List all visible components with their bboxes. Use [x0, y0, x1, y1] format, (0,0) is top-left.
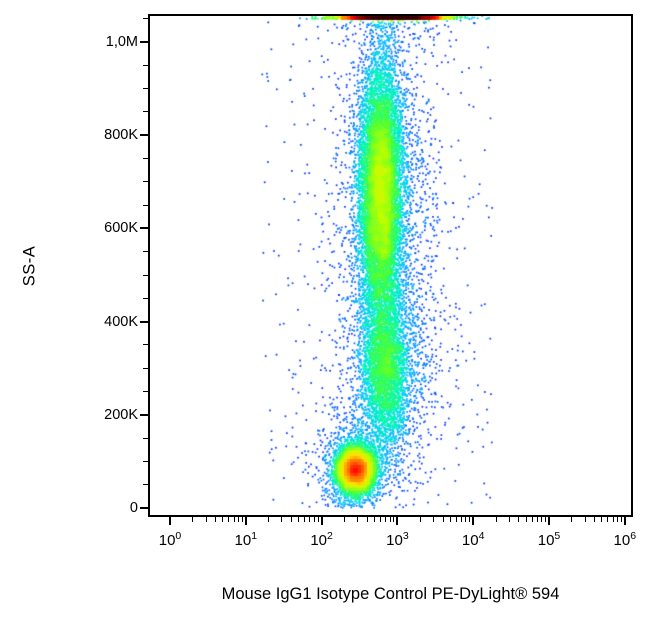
x-minor-tick [460, 517, 462, 522]
x-tick-label: 103 [386, 530, 409, 549]
y-minor-tick [143, 344, 148, 346]
y-tick-label: 1,0M [105, 34, 138, 50]
y-minor-tick [143, 251, 148, 253]
x-minor-tick [317, 517, 319, 522]
y-major-tick [140, 134, 148, 137]
x-minor-tick [281, 517, 283, 522]
x-minor-tick [237, 517, 239, 522]
x-minor-tick [525, 517, 527, 522]
x-minor-tick [215, 517, 217, 522]
x-minor-tick [222, 517, 224, 522]
y-minor-tick [143, 204, 148, 206]
x-minor-tick [584, 517, 586, 522]
x-minor-tick [465, 517, 467, 522]
plot-area [148, 14, 633, 517]
y-axis-title: SS-A [20, 245, 39, 287]
x-minor-tick [228, 517, 230, 522]
x-minor-tick [601, 517, 603, 522]
x-major-tick [548, 517, 550, 525]
x-minor-tick [620, 517, 622, 522]
y-major-tick [140, 320, 148, 323]
x-major-tick [396, 517, 399, 525]
x-tick-label: 106 [613, 530, 637, 549]
y-tick-label: 0 [129, 500, 138, 516]
y-minor-tick [143, 111, 148, 113]
x-minor-tick [508, 517, 510, 522]
x-minor-tick [607, 517, 609, 522]
x-minor-tick [343, 517, 345, 522]
x-major-tick [244, 517, 247, 525]
x-minor-tick [374, 517, 376, 522]
x-tick-label: 100 [158, 530, 182, 549]
x-minor-tick [571, 517, 573, 522]
y-major-tick [140, 507, 148, 509]
x-minor-tick [268, 517, 270, 522]
y-tick-label: 800K [104, 127, 138, 144]
x-minor-tick [531, 517, 533, 522]
x-minor-tick [309, 517, 311, 522]
y-minor-tick [143, 367, 148, 369]
x-minor-tick [393, 517, 395, 522]
y-minor-tick [143, 297, 148, 299]
y-tick-label: 400K [104, 313, 138, 330]
x-minor-tick [419, 517, 421, 522]
x-minor-tick [366, 517, 368, 522]
y-tick-label: 200K [104, 406, 138, 423]
y-minor-tick [143, 484, 148, 486]
x-minor-tick [313, 517, 315, 522]
y-minor-tick [143, 274, 148, 276]
x-minor-tick [469, 517, 471, 522]
x-tick-label: 102 [310, 530, 333, 549]
x-minor-tick [241, 517, 243, 522]
y-minor-tick [143, 181, 148, 183]
y-minor-tick [143, 391, 148, 392]
x-minor-tick [433, 517, 435, 522]
density-scatter-canvas [150, 16, 631, 515]
x-minor-tick [442, 517, 444, 522]
y-minor-tick [143, 18, 148, 20]
y-major-tick [140, 41, 148, 43]
y-major-tick [140, 413, 148, 416]
y-tick-label: 600K [104, 220, 138, 237]
x-major-tick [623, 517, 626, 525]
x-minor-tick [205, 517, 207, 522]
x-minor-tick [449, 517, 451, 522]
x-axis-title: Mouse IgG1 Isotype Control PE-DyLight® 5… [221, 585, 560, 603]
x-major-tick [320, 517, 323, 525]
y-minor-tick [143, 437, 148, 439]
x-minor-tick [545, 517, 547, 522]
x-tick-label: 105 [537, 530, 561, 549]
x-minor-tick [385, 517, 387, 522]
x-tick-label: 104 [461, 530, 485, 549]
x-minor-tick [389, 517, 391, 522]
x-minor-tick [536, 517, 538, 522]
x-tick-label: 101 [234, 530, 258, 549]
x-minor-tick [612, 517, 614, 522]
x-minor-tick [455, 517, 457, 522]
y-major-tick [140, 227, 148, 230]
x-minor-tick [616, 517, 618, 522]
x-minor-tick [290, 517, 292, 522]
x-minor-tick [541, 517, 543, 522]
x-minor-tick [594, 517, 596, 522]
x-minor-tick [495, 517, 497, 522]
x-minor-tick [518, 517, 520, 522]
y-minor-tick [143, 158, 148, 159]
x-minor-tick [298, 517, 300, 522]
y-minor-tick [143, 460, 148, 462]
x-minor-tick [357, 517, 359, 522]
x-major-tick [472, 517, 475, 525]
x-major-tick [169, 517, 171, 525]
x-minor-tick [380, 517, 382, 522]
x-minor-tick [233, 517, 235, 522]
y-minor-tick [143, 88, 148, 90]
y-minor-tick [143, 64, 148, 66]
x-minor-tick [192, 517, 194, 522]
x-minor-tick [304, 517, 306, 522]
